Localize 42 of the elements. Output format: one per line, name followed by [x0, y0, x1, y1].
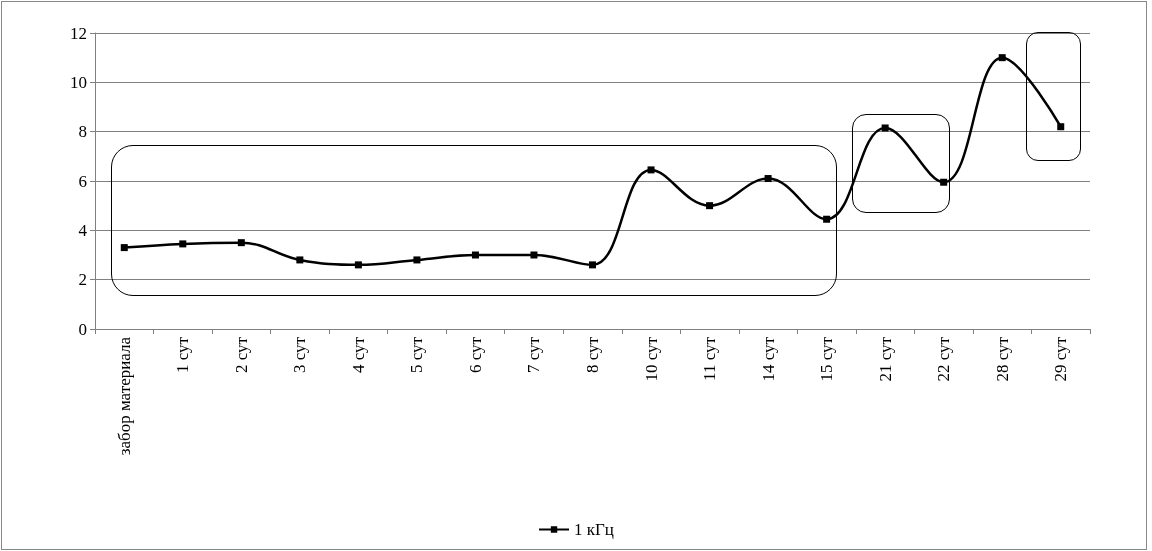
x-tick-label: 6 сут [465, 336, 485, 374]
x-tick-label: 4 сут [348, 336, 368, 374]
point [647, 166, 655, 174]
x-tick-label: забор материала [114, 336, 134, 456]
legend-label: 1 кГц [574, 520, 614, 539]
x-tick-label: 28 сут [992, 336, 1012, 382]
x-tick-label: 10 сут [641, 336, 661, 382]
x-tick-label: 7 сут [524, 336, 544, 374]
y-tick-label: 4 [78, 220, 88, 240]
y-tick-label: 8 [78, 122, 87, 142]
point [413, 256, 421, 264]
point [296, 256, 304, 264]
x-tick-label: 8 сут [583, 336, 602, 374]
point [998, 54, 1006, 62]
x-tick-label: 21 сут [875, 336, 895, 382]
y-tick-label: 2 [78, 270, 87, 290]
point [706, 202, 714, 210]
point [354, 261, 362, 269]
y-tick-label: 6 [78, 171, 87, 191]
point [1057, 123, 1065, 131]
point [120, 244, 128, 252]
point [530, 251, 538, 259]
x-tick-label: 14 сут [758, 336, 778, 382]
point [471, 251, 479, 259]
x-tick-label: 1 сут [173, 336, 193, 374]
x-tick-label: 15 сут [817, 336, 837, 382]
x-tick-label: 2 сут [231, 336, 251, 374]
y-tick-label: 12 [70, 23, 87, 43]
y-tick-label: 10 [70, 72, 87, 92]
point [589, 261, 596, 269]
x-tick-label: 5 сут [407, 336, 427, 374]
y-tick-label: 0 [78, 319, 87, 339]
point [237, 239, 245, 247]
point [881, 124, 889, 132]
point [179, 240, 187, 248]
x-tick-label: 3 сут [290, 336, 310, 374]
point [940, 178, 948, 186]
x-tick-label: 22 сут [934, 336, 954, 382]
point [764, 175, 772, 183]
x-tick-label: 11 сут [700, 336, 720, 381]
x-tick-label: 29 сут [1051, 336, 1071, 382]
point [823, 215, 831, 223]
